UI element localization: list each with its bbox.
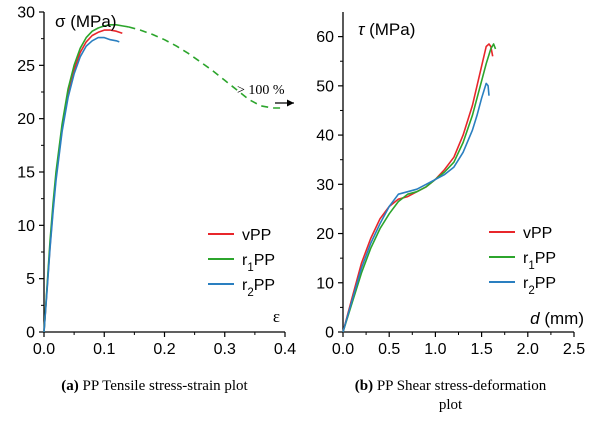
- y-tick-label: 20: [17, 111, 35, 128]
- x-tick-label: 0.1: [93, 341, 115, 358]
- series-line-r2pp: [342, 82, 490, 333]
- caption-b-text-line2: plot: [438, 397, 463, 413]
- caption-a-label: (a): [61, 378, 79, 394]
- x-tick-label: 0.4: [274, 341, 296, 358]
- y-tick-label: 5: [26, 271, 35, 288]
- x-axis-label: ε: [273, 307, 280, 326]
- caption-a-text: PP Tensile stress-strain plot: [78, 378, 248, 394]
- series-line-r2pp: [43, 36, 120, 333]
- annotation-text: > 100 %: [237, 83, 285, 98]
- x-tick-label: 0.0: [33, 341, 55, 358]
- y-tick-label: 50: [316, 78, 334, 95]
- legend: vPP r1PP r2PP: [208, 227, 275, 299]
- y-tick-label: 40: [316, 128, 334, 145]
- y-axis-label: τ (MPa): [358, 20, 415, 39]
- x-tick-label: 2.0: [517, 341, 539, 358]
- y-axis-label: σ (MPa): [55, 12, 117, 31]
- x-tick-label: 0.2: [153, 341, 175, 358]
- legend-label: r2PP: [242, 277, 275, 299]
- y-tick-label: 20: [316, 226, 334, 243]
- x-tick-label: 0.5: [378, 341, 400, 358]
- x-tick-label: 0.0: [332, 341, 354, 358]
- y-tick-label: 0: [26, 325, 35, 342]
- x-tick-label: 0.3: [214, 341, 236, 358]
- y-tick-label: 10: [17, 218, 35, 235]
- legend-label: r1PP: [523, 250, 556, 272]
- x-tick-label: 2.5: [563, 341, 585, 358]
- caption-b-label: (b): [354, 378, 374, 394]
- x-tick-label: 1.5: [470, 341, 492, 358]
- y-tick-label: 15: [17, 165, 35, 182]
- legend-label: vPP: [523, 225, 552, 242]
- y-tick-label: 60: [316, 29, 334, 46]
- legend-label: vPP: [242, 227, 271, 244]
- x-axis-label: d (mm): [530, 309, 584, 328]
- caption-b-text: PP Shear stress-deformation: [373, 378, 547, 394]
- x-tick-label: 1.0: [424, 341, 446, 358]
- y-tick-label: 25: [17, 58, 35, 75]
- y-tick-label: 0: [325, 325, 334, 342]
- legend-label: r2PP: [523, 275, 556, 297]
- shear-chart: 0.0 0.5 1.0 1.5 2.0 2.5 0 10 20 30 40 50 60 τ (MPa) d …: [316, 12, 585, 358]
- caption-a: (a) PP Tensile stress-strain plot: [22, 377, 287, 396]
- caption-b: (b) PP Shear stress-deformation plot: [318, 377, 583, 415]
- extrapolated-series-line: [128, 26, 285, 109]
- series-line-r1pp: [342, 43, 497, 333]
- y-tick-label: 30: [316, 177, 334, 194]
- y-tick-label: 10: [316, 275, 334, 292]
- tensile-chart: 0.0 0.1 0.2 0.3 0.4 0 5 10 15 20 25 30 σ (MPa) ε vPP r1…: [17, 5, 296, 359]
- annotation-arrow-icon: [287, 99, 294, 107]
- y-tick-label: 30: [17, 5, 35, 22]
- legend: vPP r1PP r2PP: [489, 225, 556, 297]
- legend-label: r1PP: [242, 252, 275, 274]
